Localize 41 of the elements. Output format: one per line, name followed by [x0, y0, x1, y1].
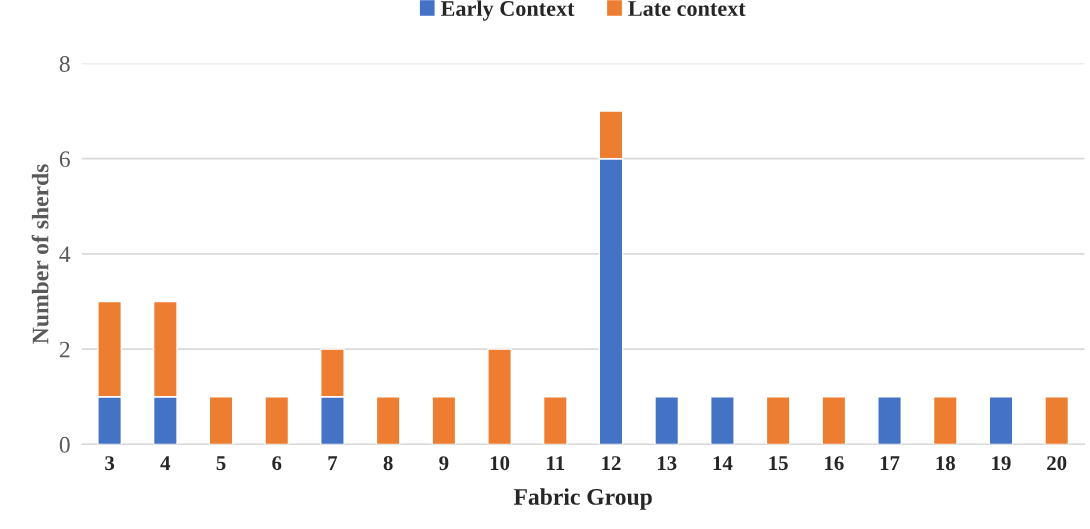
x-tick-label: 16 — [825, 456, 844, 471]
x-tick-label: 20 — [1047, 456, 1067, 471]
legend-label: Late context — [628, 1, 746, 17]
legend-label: Early Context — [440, 0, 575, 21]
x-tick-label: 14 — [713, 456, 733, 470]
bar — [487, 348, 512, 445]
x-tick-label: 9 — [439, 456, 449, 471]
x-tick-label: 13 — [657, 456, 677, 471]
x-tick-label: 17 — [880, 456, 900, 470]
y-tick-label: 2 — [59, 341, 70, 358]
y-tick-label: 4 — [59, 246, 71, 263]
x-tick-label: 15 — [769, 456, 788, 471]
x-axis-title: Fabric Group — [513, 488, 652, 510]
bar — [988, 396, 1014, 445]
x-tick-label: 19 — [992, 456, 1011, 471]
bar — [431, 396, 457, 445]
y-tick-label: 6 — [59, 151, 70, 168]
bar — [932, 396, 958, 445]
x-tick-label: 12 — [602, 456, 621, 470]
bar — [654, 396, 680, 445]
bar — [710, 396, 735, 445]
x-tick-label: 6 — [272, 456, 282, 471]
bar — [542, 396, 568, 445]
x-tick-label: 8 — [383, 456, 393, 471]
bar — [1044, 396, 1070, 445]
bar — [208, 396, 234, 445]
x-tick-label: 11 — [547, 456, 565, 470]
bar — [765, 396, 791, 445]
bar — [375, 396, 401, 445]
bar — [264, 396, 290, 445]
bar — [821, 396, 847, 445]
x-tick-label: 3 — [105, 456, 115, 471]
x-tick-label: 10 — [490, 456, 510, 471]
x-tick-label: 4 — [160, 456, 171, 470]
y-axis-title: Number of sherds — [31, 164, 49, 344]
x-tick-label: 18 — [936, 456, 955, 471]
y-tick-label: 0 — [59, 436, 70, 453]
x-tick-label: 7 — [328, 456, 338, 470]
bar — [877, 396, 902, 445]
y-tick-label: 8 — [59, 55, 70, 72]
x-tick-label: 5 — [216, 456, 226, 471]
